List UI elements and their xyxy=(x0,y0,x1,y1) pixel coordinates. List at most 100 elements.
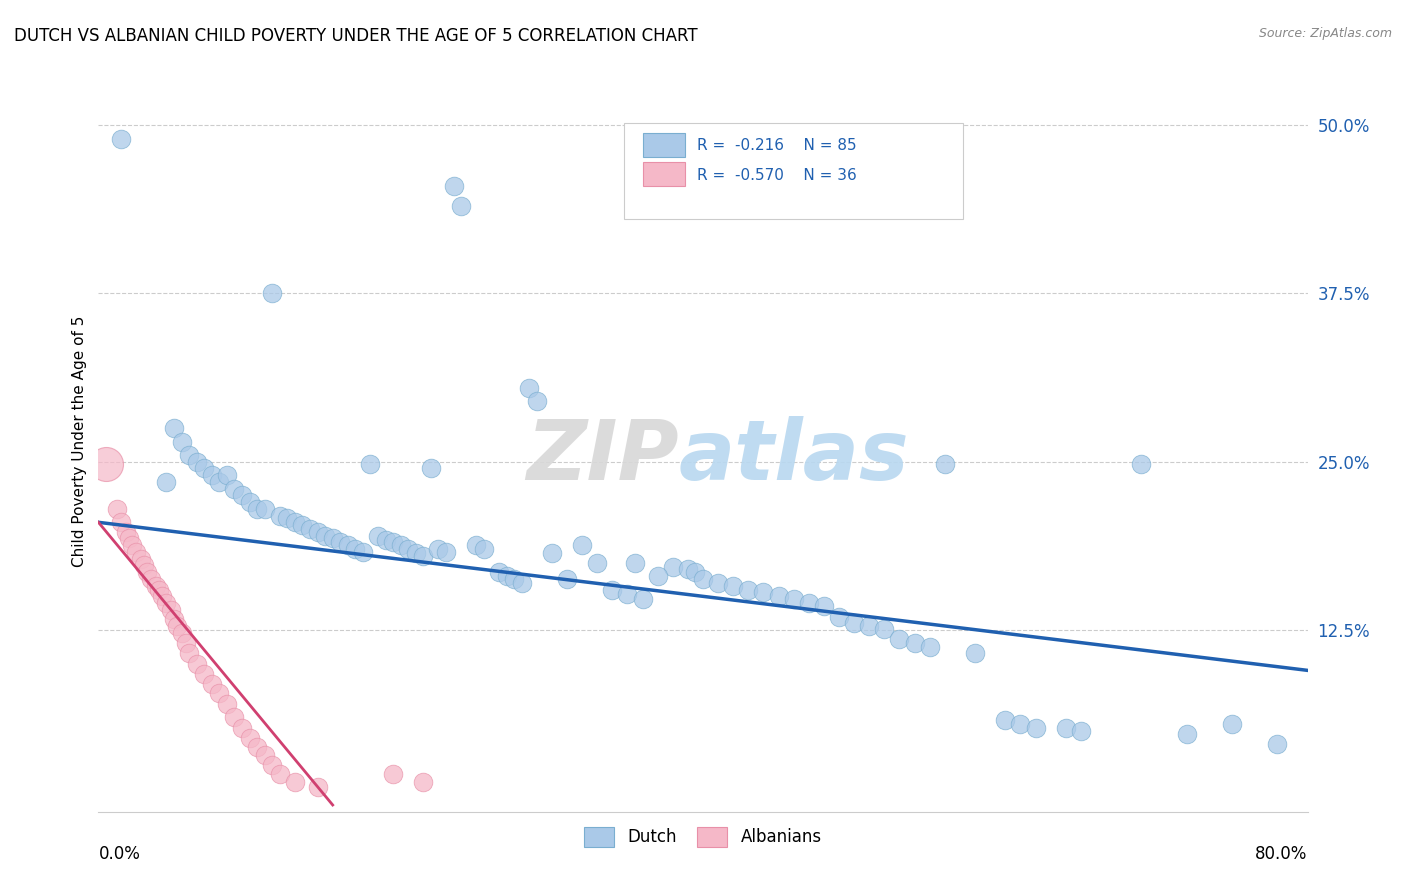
Point xyxy=(412,549,434,563)
Point xyxy=(186,657,208,671)
Point xyxy=(396,542,419,557)
Point xyxy=(284,516,307,530)
Point xyxy=(145,578,167,592)
Point xyxy=(828,609,851,624)
Point xyxy=(676,562,699,576)
Point xyxy=(322,532,344,546)
Point xyxy=(918,640,941,655)
Point xyxy=(443,178,465,193)
Point xyxy=(602,582,624,597)
Point xyxy=(105,501,128,516)
Point xyxy=(150,590,173,604)
Point xyxy=(114,524,136,539)
Point xyxy=(269,508,291,523)
Point xyxy=(389,538,412,552)
Point xyxy=(253,501,276,516)
Point xyxy=(707,575,730,590)
Text: R =  -0.570    N = 36: R = -0.570 N = 36 xyxy=(697,168,856,183)
Point xyxy=(685,565,707,579)
Point xyxy=(1010,717,1032,731)
Point xyxy=(768,590,790,604)
Point xyxy=(148,582,170,597)
Point xyxy=(661,559,683,574)
Point xyxy=(224,710,246,724)
Point xyxy=(215,697,238,711)
Point xyxy=(231,721,253,735)
Point xyxy=(858,619,880,633)
Point xyxy=(723,578,745,592)
Point xyxy=(1220,717,1243,731)
Point xyxy=(1024,721,1046,735)
Point xyxy=(813,599,835,613)
Point xyxy=(132,558,155,573)
Point xyxy=(239,495,262,509)
Point xyxy=(129,551,152,566)
Text: 80.0%: 80.0% xyxy=(1256,846,1308,863)
Point xyxy=(1054,721,1077,735)
Point xyxy=(495,569,517,583)
Point xyxy=(299,522,322,536)
Point xyxy=(692,572,714,586)
Point xyxy=(239,731,262,745)
Point xyxy=(208,686,231,700)
Point xyxy=(1267,738,1289,752)
Point xyxy=(873,622,896,636)
Y-axis label: Child Poverty Under the Age of 5: Child Poverty Under the Age of 5 xyxy=(72,316,87,567)
Point xyxy=(904,636,927,650)
Text: ZIP: ZIP xyxy=(526,416,679,497)
Point xyxy=(540,546,562,560)
Point xyxy=(510,575,533,590)
Point xyxy=(193,461,215,475)
Point xyxy=(94,458,117,472)
Point xyxy=(262,757,284,772)
Point xyxy=(737,582,759,597)
FancyBboxPatch shape xyxy=(643,133,685,156)
Point xyxy=(889,632,911,647)
Point xyxy=(427,542,450,557)
Point xyxy=(224,482,246,496)
Point xyxy=(965,646,987,660)
Point xyxy=(269,767,291,781)
Point xyxy=(465,538,488,552)
Point xyxy=(163,612,186,626)
Text: DUTCH VS ALBANIAN CHILD POVERTY UNDER THE AGE OF 5 CORRELATION CHART: DUTCH VS ALBANIAN CHILD POVERTY UNDER TH… xyxy=(14,27,697,45)
Point xyxy=(246,740,269,755)
Point xyxy=(624,556,647,570)
Point xyxy=(571,538,593,552)
Point xyxy=(135,565,157,579)
Point xyxy=(1130,458,1153,472)
Point xyxy=(844,616,866,631)
Point xyxy=(405,546,427,560)
Text: 0.0%: 0.0% xyxy=(98,846,141,863)
Point xyxy=(783,592,806,607)
Point xyxy=(121,538,143,552)
Point xyxy=(253,748,276,763)
Point xyxy=(752,585,775,599)
Point xyxy=(307,780,329,795)
Point xyxy=(179,646,201,660)
Point xyxy=(934,458,956,472)
Point xyxy=(1070,723,1092,738)
Point xyxy=(201,677,224,691)
Point xyxy=(155,596,177,610)
Text: atlas: atlas xyxy=(679,416,910,497)
Point xyxy=(246,501,269,516)
Point xyxy=(262,286,284,301)
Point xyxy=(193,667,215,681)
Point xyxy=(472,542,495,557)
Point xyxy=(125,545,148,559)
Point xyxy=(110,131,132,145)
Point xyxy=(336,538,359,552)
Point xyxy=(186,455,208,469)
Point xyxy=(450,199,472,213)
Point xyxy=(215,468,238,483)
Point xyxy=(201,468,224,483)
Point xyxy=(170,625,193,640)
Point xyxy=(797,596,820,610)
Point xyxy=(231,488,253,502)
Point xyxy=(374,533,396,547)
Text: R =  -0.216    N = 85: R = -0.216 N = 85 xyxy=(697,138,856,153)
Point xyxy=(329,535,352,549)
Point xyxy=(170,434,193,449)
Point xyxy=(141,572,163,586)
